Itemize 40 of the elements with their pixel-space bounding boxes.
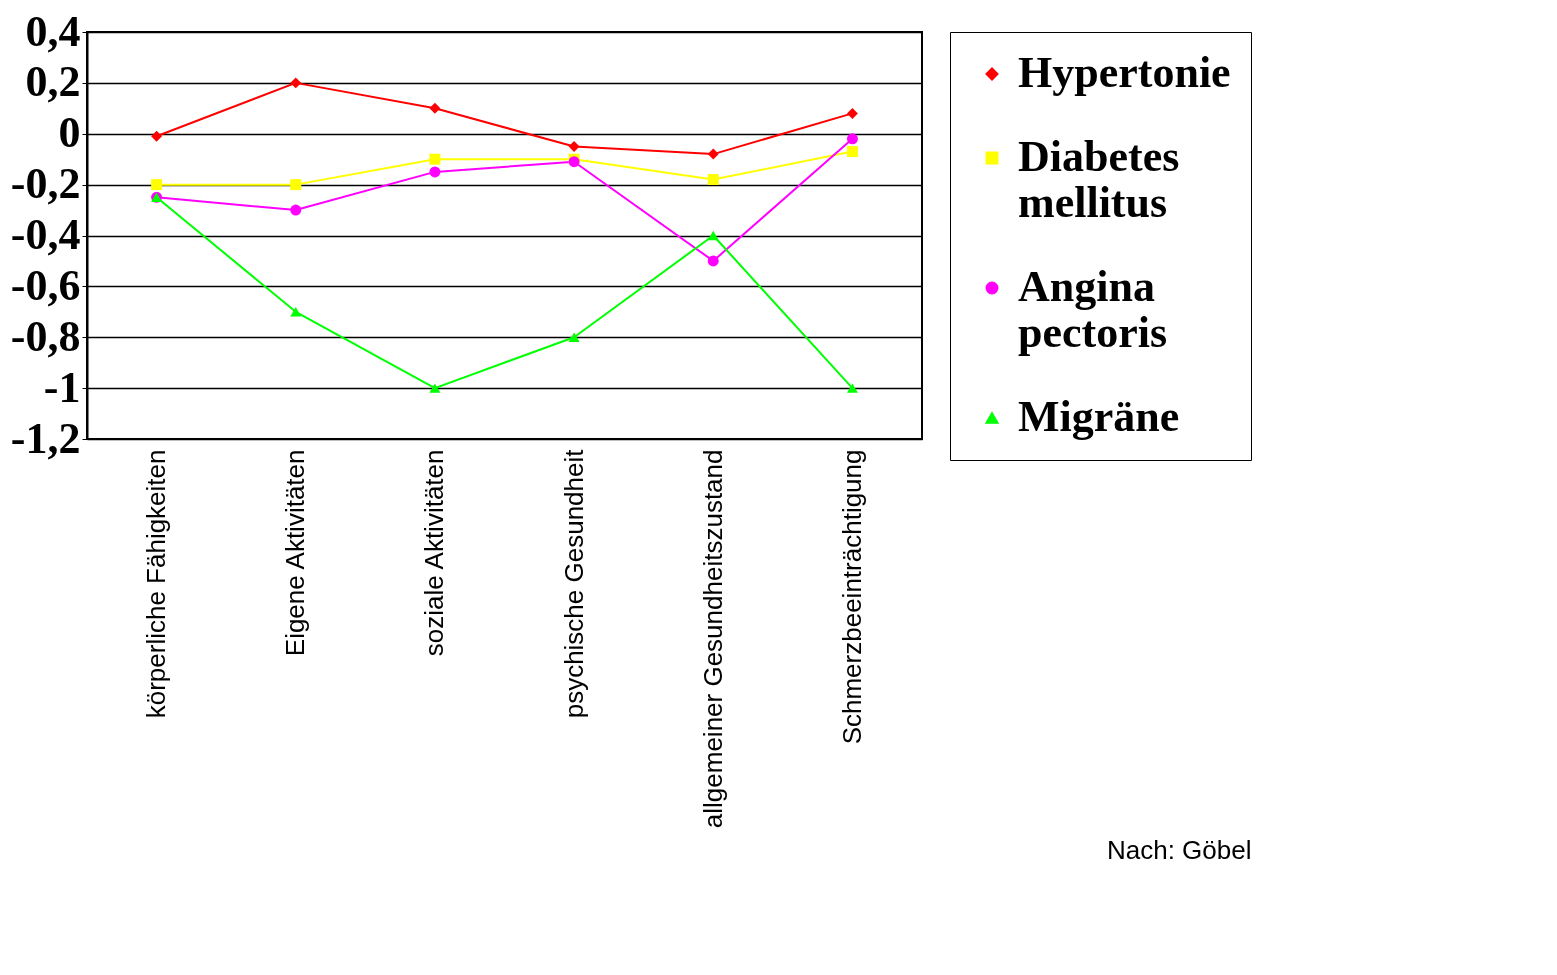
legend-label: Angina pectoris bbox=[1018, 262, 1168, 357]
point bbox=[707, 148, 719, 160]
text: Nach: Göbel bbox=[1106, 834, 1252, 865]
y-tick-label: 0 bbox=[58, 108, 81, 158]
x-tick-label: Schmerzbeeinträchtigung bbox=[836, 449, 867, 745]
x-tick-label: körperliche Fähigkeiten bbox=[141, 449, 172, 719]
y-tick-label: 0,4 bbox=[25, 6, 81, 56]
point bbox=[429, 153, 441, 165]
point bbox=[707, 174, 719, 186]
legend-label: Hypertonie bbox=[1018, 48, 1231, 97]
point bbox=[429, 383, 441, 393]
legend-label: Diabetes mellitus bbox=[1018, 132, 1180, 227]
x-tick-label: psychische Gesundheit bbox=[558, 448, 589, 719]
y-tick-label: -1,2 bbox=[10, 413, 81, 463]
point bbox=[290, 179, 302, 191]
point bbox=[568, 332, 580, 342]
point bbox=[290, 204, 302, 216]
point bbox=[846, 133, 858, 145]
point bbox=[707, 255, 719, 267]
y-tick-label: -1 bbox=[43, 362, 81, 412]
x-tick-label: soziale Aktivitäten bbox=[419, 449, 450, 657]
point bbox=[151, 130, 163, 142]
y-tick-label: -0,6 bbox=[10, 260, 81, 310]
y-tick-label: -0,8 bbox=[10, 311, 81, 361]
point bbox=[846, 107, 858, 119]
point bbox=[707, 230, 719, 241]
y-tick-label: -0,4 bbox=[10, 210, 81, 259]
x-tick-label: Eigene Aktivitäten bbox=[280, 449, 311, 657]
point bbox=[290, 77, 302, 89]
point bbox=[429, 166, 441, 178]
point bbox=[846, 146, 858, 158]
point bbox=[568, 140, 580, 152]
x-tick-label: allgemeiner Gesundheitszustand bbox=[697, 449, 728, 829]
point bbox=[290, 307, 302, 317]
point bbox=[429, 102, 441, 114]
point bbox=[151, 179, 163, 191]
point bbox=[846, 383, 858, 393]
legend-label: Migräne bbox=[1018, 392, 1180, 441]
y-tick-label: 0,2 bbox=[25, 57, 81, 107]
y-tick-label: -0,2 bbox=[10, 159, 81, 209]
